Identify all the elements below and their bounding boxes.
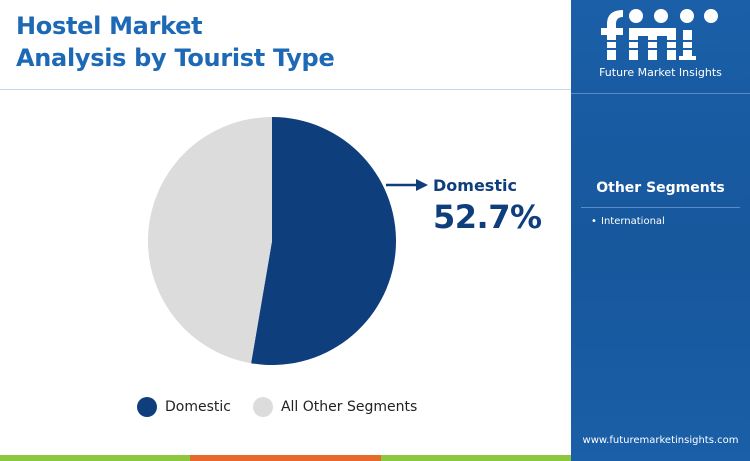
title-line-1: Hostel Market bbox=[16, 12, 203, 40]
fmi-logo-mark bbox=[601, 9, 721, 60]
pie-chart bbox=[148, 117, 428, 366]
legend-item-others: All Other Segments bbox=[252, 397, 418, 417]
segment-item: • International bbox=[591, 216, 665, 227]
legend-label-others: All Other Segments bbox=[280, 399, 418, 415]
title-line-2: Analysis by Tourist Type bbox=[16, 44, 335, 72]
fmi-logo: Future Market Insights bbox=[571, 0, 750, 92]
title-divider bbox=[0, 89, 571, 90]
panel-divider bbox=[571, 93, 750, 94]
bottom-bar-segment bbox=[380, 455, 571, 461]
legend-swatch-others bbox=[252, 397, 273, 417]
bottom-bar-segment bbox=[190, 455, 381, 461]
chart-legend: Domestic All Other Segments bbox=[137, 396, 439, 418]
page-title: Hostel Market Analysis by Tourist Type bbox=[16, 10, 536, 74]
bottom-bar-segment bbox=[0, 455, 191, 461]
segment-list: • International bbox=[591, 213, 665, 231]
other-segments-heading: Other Segments bbox=[596, 180, 725, 196]
bottom-color-bar bbox=[0, 455, 571, 461]
callout-label: Domestic bbox=[433, 176, 517, 195]
pie-slice-domestic bbox=[251, 117, 397, 366]
globe-icon bbox=[629, 9, 643, 23]
globe-icon bbox=[704, 9, 718, 23]
website-url: www.futuremarketinsights.com bbox=[582, 435, 739, 446]
sidebar-panel: Future Market Insights Other Segments • I… bbox=[571, 0, 750, 461]
globe-icon bbox=[654, 9, 668, 23]
callout-value: 52.7% bbox=[433, 198, 542, 236]
legend-swatch-domestic bbox=[137, 397, 157, 417]
pie-slice-others bbox=[148, 117, 272, 364]
globe-icon bbox=[680, 9, 694, 23]
legend-label-domestic: Domestic bbox=[165, 399, 231, 415]
logo-tagline: Future Market Insights bbox=[599, 66, 722, 79]
heading-divider bbox=[581, 207, 740, 208]
legend-item-domestic: Domestic bbox=[137, 397, 231, 417]
callout-arrow-icon bbox=[416, 179, 428, 191]
